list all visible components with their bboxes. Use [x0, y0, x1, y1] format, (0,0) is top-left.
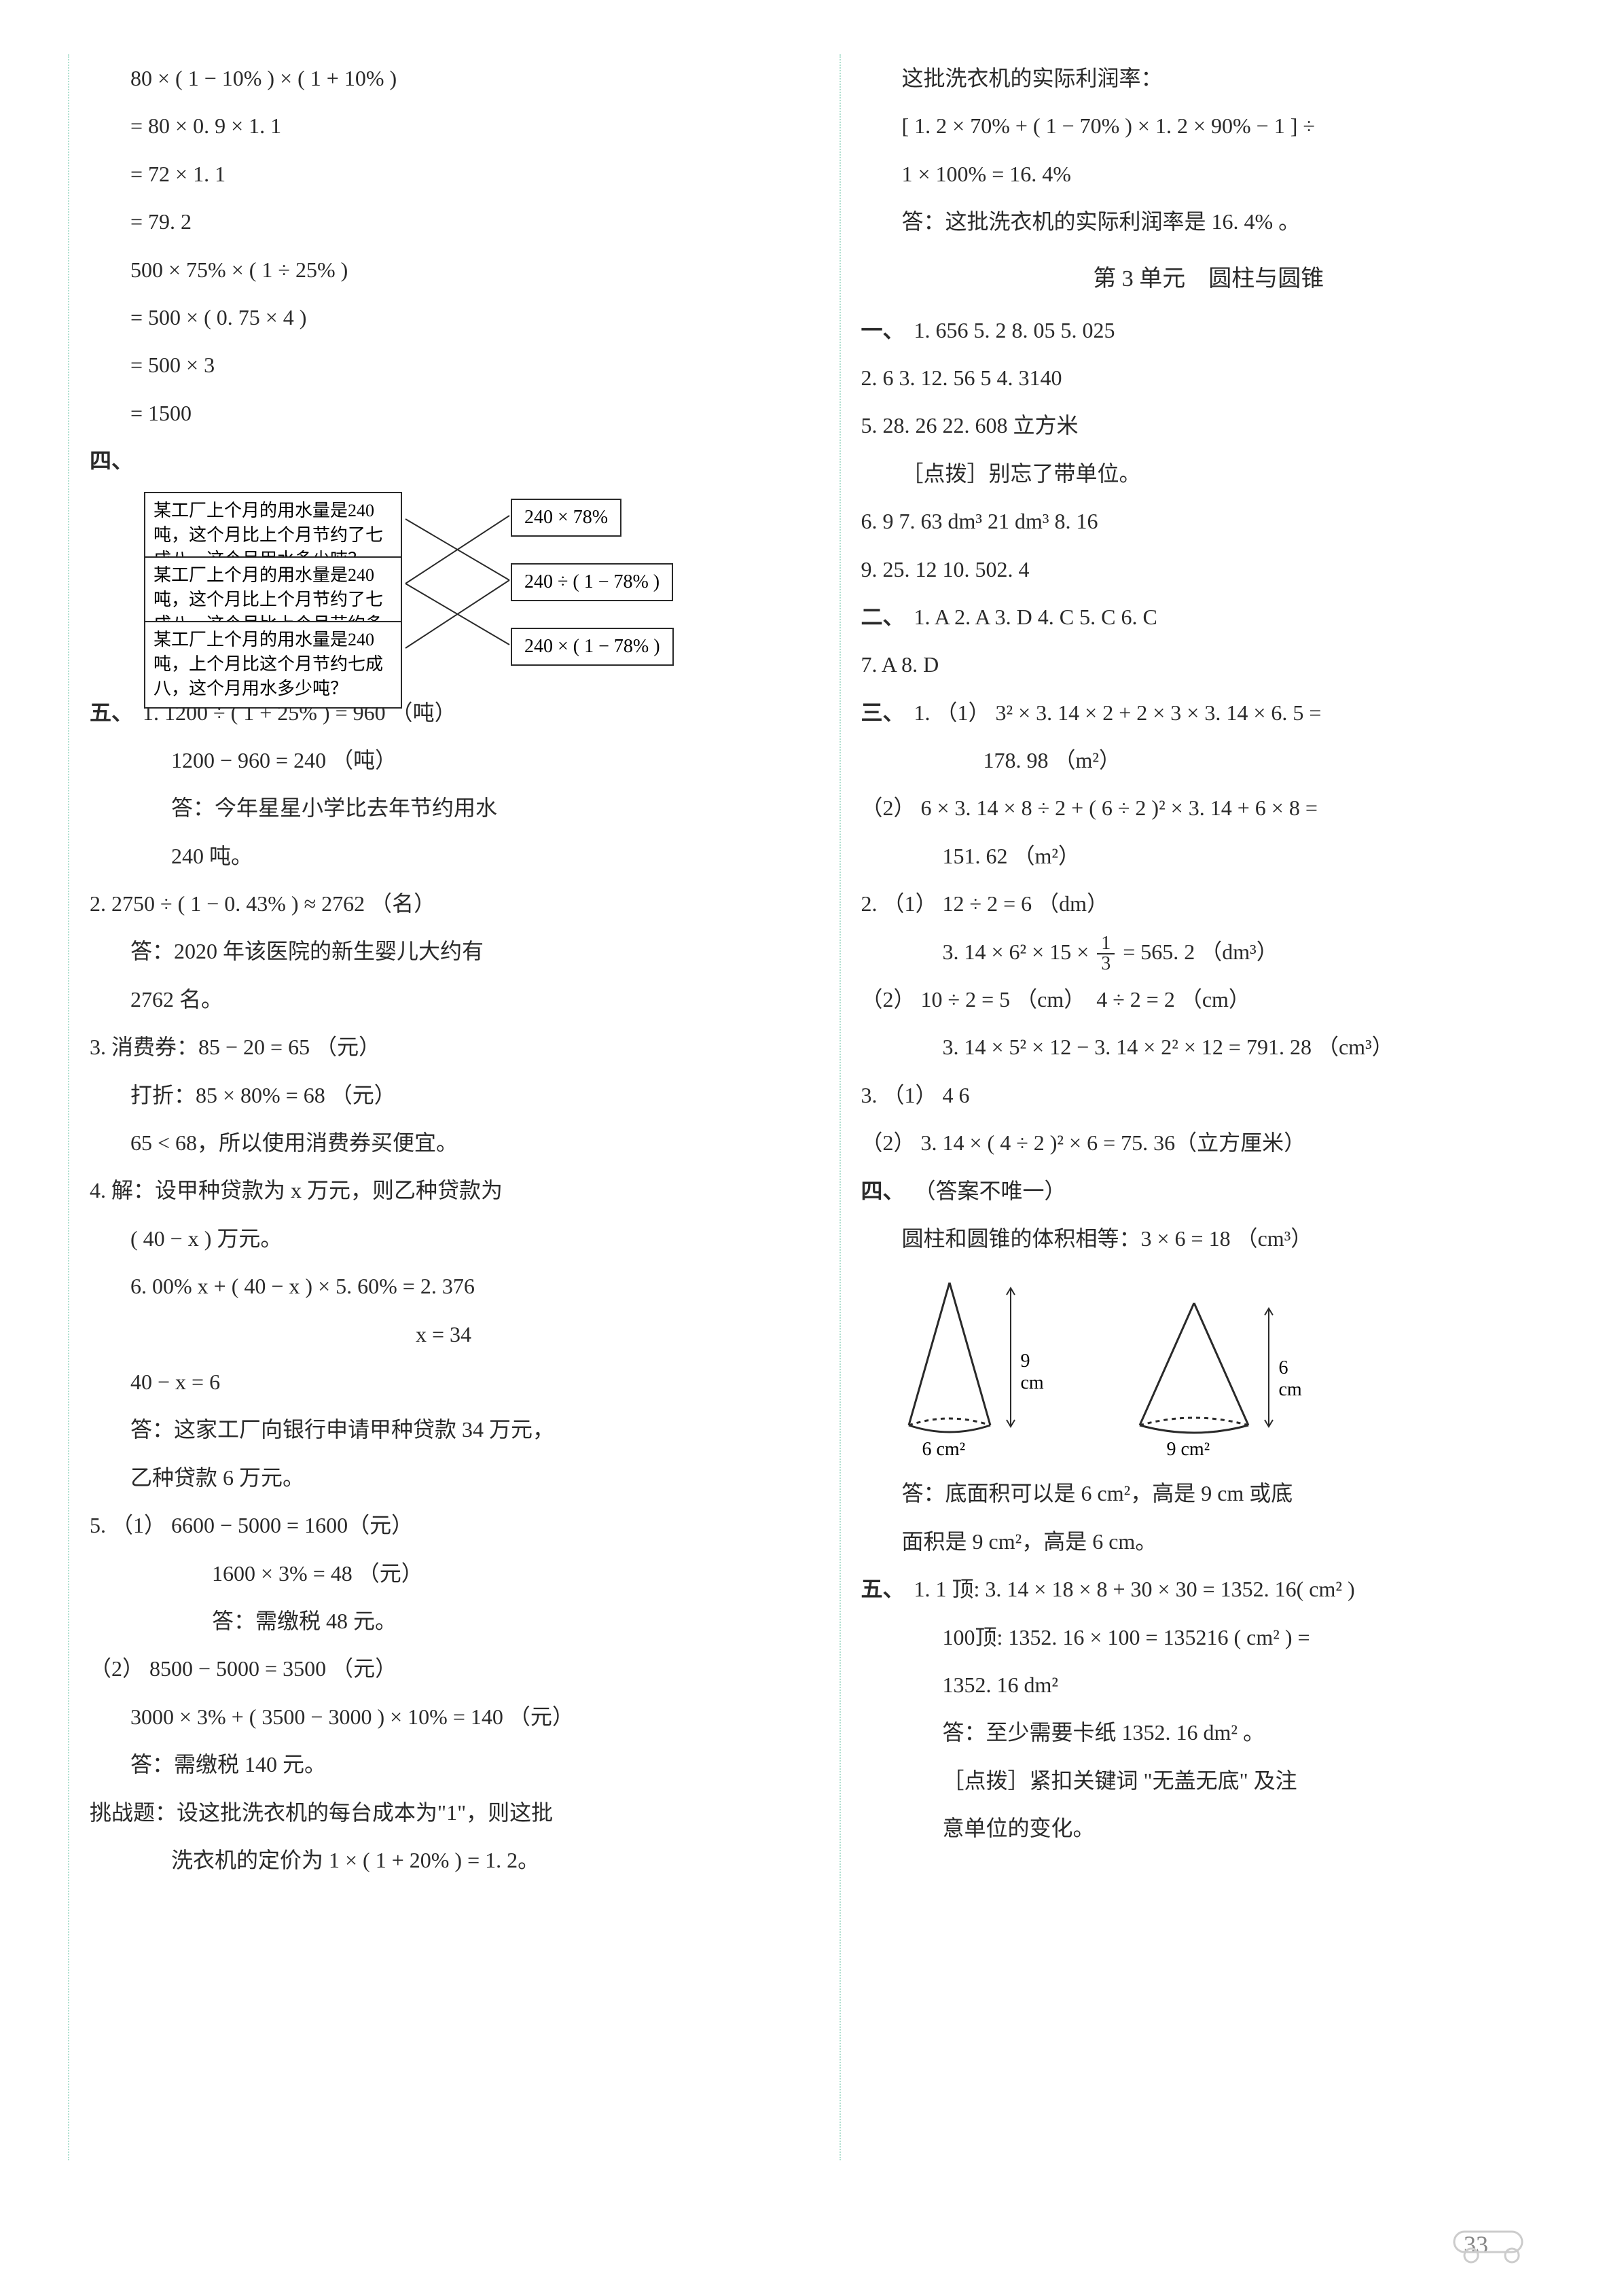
section-4-row: 四、 [90, 437, 785, 484]
hint-line: ［点拨］别忘了带单位。 [861, 450, 1557, 497]
text-line: 3. （1） 4 6 [861, 1071, 1557, 1119]
cone-1-base-label: 6 cm² [922, 1439, 966, 1461]
text-line: 1200 − 960 = 240 （吨） [90, 736, 785, 784]
cone-figure-2: 6 cm 9 cm² [1133, 1276, 1310, 1456]
hint-line: ［点拨］紧扣关键词 "无盖无底" 及注 [861, 1757, 1557, 1804]
cone-2-height-label: 6 cm [1279, 1357, 1310, 1401]
section-1-row: 一、 1. 656 5. 2 8. 05 5. 025 [861, 306, 1557, 354]
calc-line: = 80 × 0. 9 × 1. 1 [90, 102, 785, 149]
text: 1. （1） 3² × 3. 14 × 2 + 2 × 3 × 3. 14 × … [914, 700, 1322, 725]
text-line: 圆柱和圆锥的体积相等：3 × 6 = 18 （cm³） [861, 1215, 1557, 1262]
car-icon [1447, 2218, 1542, 2266]
text-line: 打折：85 × 80% = 68 （元） [90, 1071, 785, 1119]
text-line: 答：今年星星小学比去年节约用水 [90, 784, 785, 832]
text-line: 答：需缴税 140 元。 [90, 1740, 785, 1788]
text: = 565. 2 （dm³） [1123, 940, 1278, 964]
text-line: 6. 00% x + ( 40 − x ) × 5. 60% = 2. 376 [90, 1262, 785, 1310]
text-line: 3000 × 3% + ( 3500 − 3000 ) × 10% = 140 … [90, 1693, 785, 1740]
text-line: 这批洗衣机的实际利润率： [861, 54, 1557, 102]
text-line: 178. 98 （m²） [861, 736, 1557, 784]
text-line: 答：需缴税 48 元。 [90, 1597, 785, 1645]
page-container: 80 × ( 1 − 10% ) × ( 1 + 10% ) = 80 × 0.… [68, 54, 1556, 2160]
section-1-label: 一、 [861, 306, 909, 354]
text-line: （2） 8500 − 5000 = 3500 （元） [90, 1645, 785, 1692]
section-2-row: 二、 1. A 2. A 3. D 4. C 5. C 6. C [861, 593, 1557, 641]
text-line: 3. 14 × 5² × 12 − 3. 14 × 2² × 12 = 791.… [861, 1023, 1557, 1071]
text-line: （2） 6 × 3. 14 × 8 ÷ 2 + ( 6 ÷ 2 )² × 3. … [861, 784, 1557, 832]
section-5-row: 五、 1. 1 顶: 3. 14 × 18 × 8 + 30 × 30 = 13… [861, 1565, 1557, 1613]
fraction-line: 3. 14 × 6² × 15 × 1 3 = 565. 2 （dm³） [861, 928, 1557, 976]
text-line: 2. 6 3. 12. 56 5 4. 3140 [861, 354, 1557, 401]
text: 1. 1 顶: 3. 14 × 18 × 8 + 30 × 30 = 1352.… [914, 1577, 1355, 1601]
text-line: 65 < 68，所以使用消费券买便宜。 [90, 1119, 785, 1166]
right-column: 这批洗衣机的实际利润率： [ 1. 2 × 70% + ( 1 − 70% ) … [840, 54, 1557, 2160]
section-3-row: 三、 1. （1） 3² × 3. 14 × 2 + 2 × 3 × 3. 14… [861, 689, 1557, 736]
calc-line: 80 × ( 1 − 10% ) × ( 1 + 10% ) [90, 54, 785, 102]
text-line: 240 吨。 [90, 832, 785, 880]
section-4-row: 四、 （答案不唯一） [861, 1167, 1557, 1215]
calc-line: 500 × 75% × ( 1 ÷ 25% ) [90, 246, 785, 293]
section-3-label: 三、 [861, 689, 909, 736]
calc-line: = 1500 [90, 389, 785, 437]
text-line: （2） 3. 14 × ( 4 ÷ 2 )² × 6 = 75. 36（立方厘米… [861, 1119, 1557, 1166]
text-line: 6. 9 7. 63 dm³ 21 dm³ 8. 16 [861, 497, 1557, 545]
text-line: 7. A 8. D [861, 641, 1557, 688]
text-line: 1352. 16 dm² [861, 1661, 1557, 1709]
section-5-label: 五、 [90, 689, 137, 736]
calc-line: = 500 × 3 [90, 341, 785, 389]
match-lines-svg [90, 492, 769, 682]
text-line: 挑战题：设这批洗衣机的每台成本为"1"，则这批 [90, 1789, 785, 1836]
calc-line: = 72 × 1. 1 [90, 150, 785, 198]
section-5-label: 五、 [861, 1565, 909, 1613]
numerator: 1 [1097, 934, 1115, 954]
cone-diagrams: 9 cm 6 cm² 6 cm 9 cm² [902, 1276, 1557, 1456]
text-line: ( 40 − x ) 万元。 [90, 1215, 785, 1262]
text-line: 答：至少需要卡纸 1352. 16 dm² 。 [861, 1709, 1557, 1756]
matching-diagram: 某工厂上个月的用水量是240吨，这个月比上个月节约了七成八，这个月用水多少吨？ … [90, 492, 785, 682]
text-line: 答：2020 年该医院的新生婴儿大约有 [90, 927, 785, 975]
text-line: 40 − x = 6 [90, 1358, 785, 1406]
fraction-one-third: 1 3 [1097, 934, 1115, 974]
text: （答案不唯一） [914, 1179, 1066, 1203]
text-line: 3. 消费券：85 − 20 = 65 （元） [90, 1023, 785, 1071]
text-line: 洗衣机的定价为 1 × ( 1 + 20% ) = 1. 2。 [90, 1836, 785, 1884]
text-line: 2. 2750 ÷ ( 1 − 0. 43% ) ≈ 2762 （名） [90, 880, 785, 927]
text-line: 9. 25. 12 10. 502. 4 [861, 546, 1557, 593]
text-line: 答：这批洗衣机的实际利润率是 16. 4% 。 [861, 198, 1557, 245]
left-column: 80 × ( 1 − 10% ) × ( 1 + 10% ) = 80 × 0.… [68, 54, 785, 2160]
text-line: 面积是 9 cm²，高是 6 cm。 [861, 1518, 1557, 1565]
text-line: x = 34 [90, 1310, 785, 1358]
text: 3. 14 × 6² × 15 × [943, 940, 1095, 964]
text-line: 151. 62 （m²） [861, 832, 1557, 880]
text-line: 2762 名。 [90, 976, 785, 1023]
cone-1-height-label: 9 cm [1021, 1351, 1051, 1394]
text-line: 乙种贷款 6 万元。 [90, 1454, 785, 1501]
text-line: （2） 10 ÷ 2 = 5 （cm） 4 ÷ 2 = 2 （cm） [861, 976, 1557, 1023]
text-line: 5. 28. 26 22. 608 立方米 [861, 401, 1557, 449]
cone-2-base-label: 9 cm² [1167, 1439, 1210, 1461]
text-line: 1600 × 3% = 48 （元） [90, 1550, 785, 1597]
text-line: 100顶: 1352. 16 × 100 = 135216 ( cm² ) = [861, 1613, 1557, 1661]
text-line: 2. （1） 12 ÷ 2 = 6 （dm） [861, 880, 1557, 927]
text-line: 4. 解：设甲种贷款为 x 万元，则乙种贷款为 [90, 1166, 785, 1214]
section-4-label: 四、 [861, 1167, 909, 1215]
calc-line: = 500 × ( 0. 75 × 4 ) [90, 293, 785, 341]
text-line: 5. （1） 6600 − 5000 = 1600（元） [90, 1501, 785, 1549]
unit-3-title: 第 3 单元 圆柱与圆锥 [861, 260, 1557, 293]
cone-figure-1: 9 cm 6 cm² [902, 1276, 1051, 1456]
calc-line: = 79. 2 [90, 198, 785, 245]
text-line: [ 1. 2 × 70% + ( 1 − 70% ) × 1. 2 × 90% … [861, 102, 1557, 149]
text-line: 答：底面积可以是 6 cm²，高是 9 cm 或底 [861, 1469, 1557, 1517]
denominator: 3 [1097, 954, 1115, 974]
text: 1. A 2. A 3. D 4. C 5. C 6. C [914, 605, 1157, 629]
section-2-label: 二、 [861, 593, 909, 641]
hint-line: 意单位的变化。 [861, 1804, 1557, 1852]
text-line: 1 × 100% = 16. 4% [861, 150, 1557, 198]
section-4-label: 四、 [90, 437, 137, 484]
text: 1. 656 5. 2 8. 05 5. 025 [914, 318, 1115, 342]
text-line: 答：这家工厂向银行申请甲种贷款 34 万元， [90, 1406, 785, 1453]
